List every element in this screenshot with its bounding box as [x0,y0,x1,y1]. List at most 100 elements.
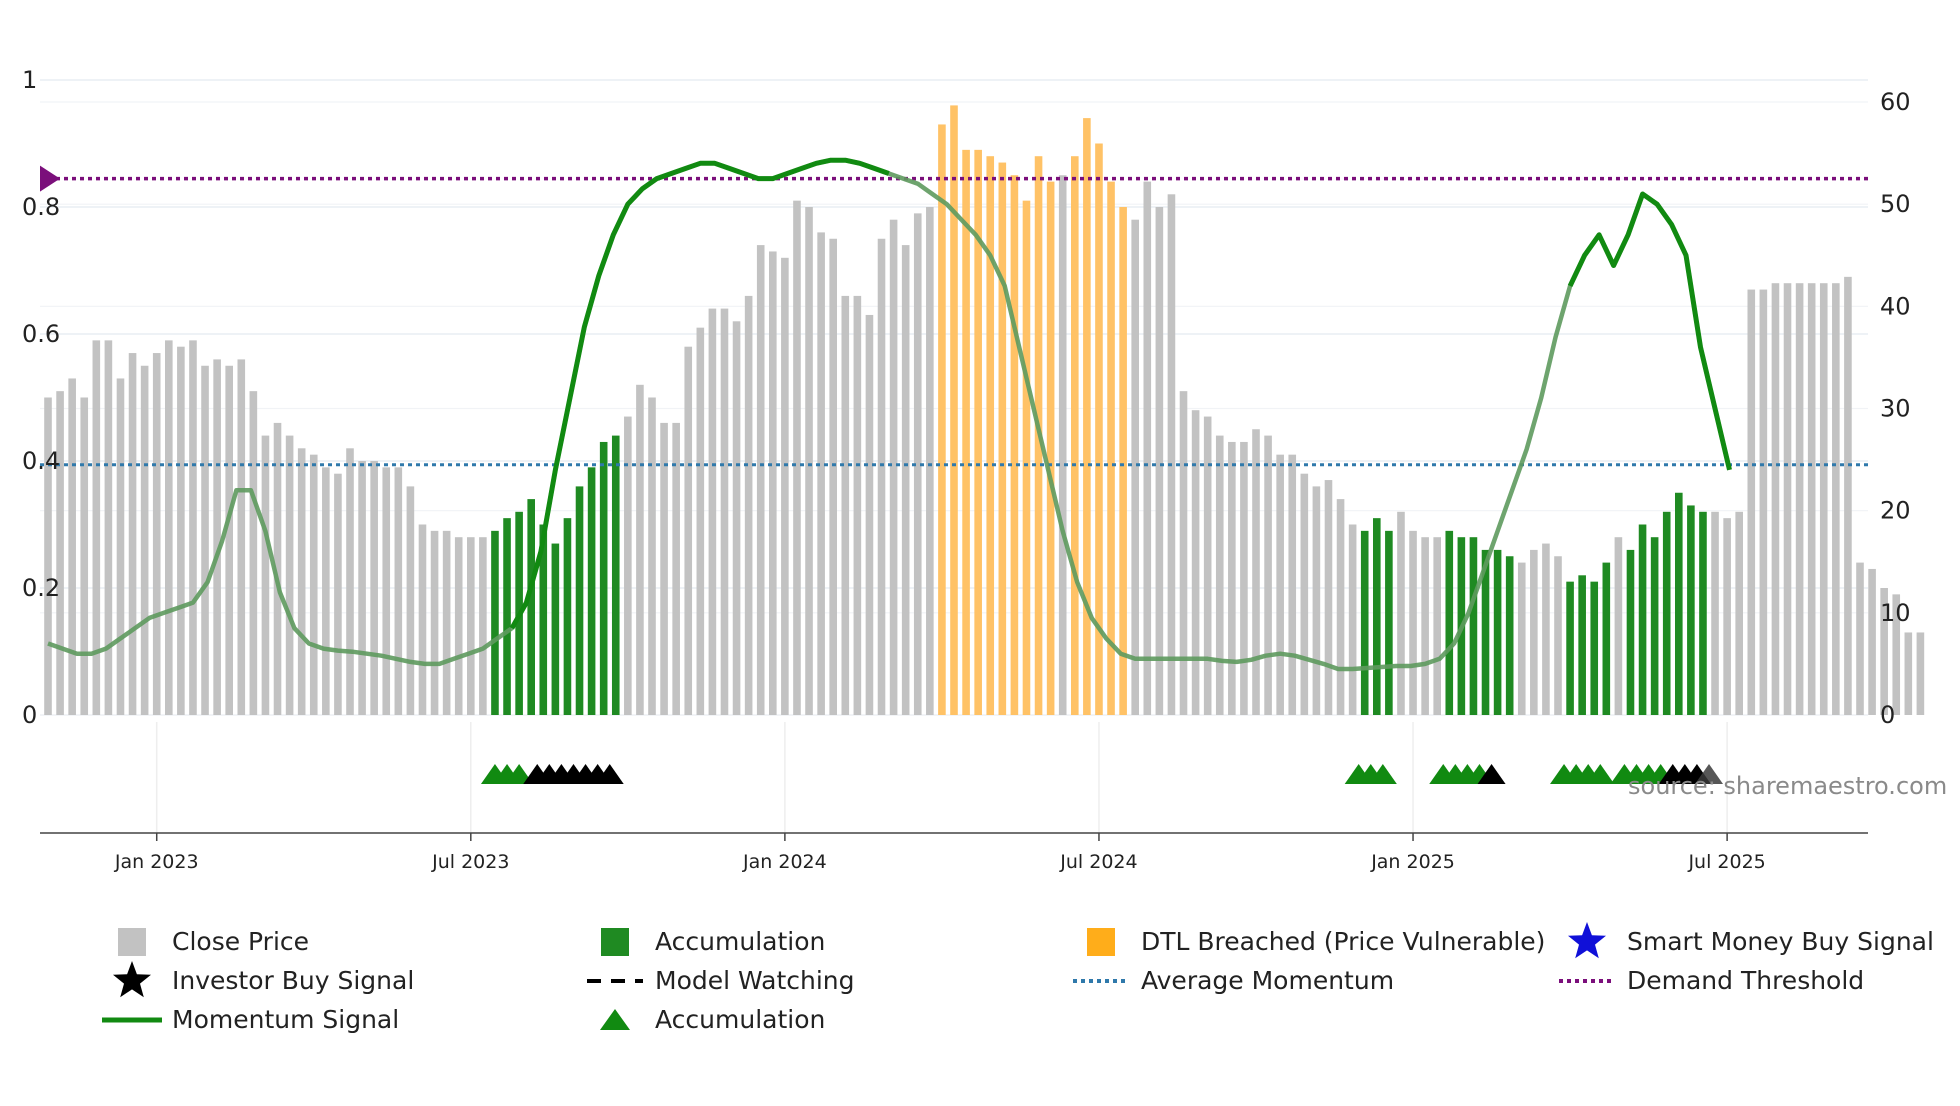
left-tick-label: 0 [22,701,37,729]
close-price-bar [744,295,753,715]
accumulation-bar [563,518,572,715]
close-price-bar [1711,511,1719,715]
accumulation-bar [1493,549,1502,715]
close-price-bar [140,365,149,715]
close-price-bar [1795,283,1804,715]
dtl-breached-bar [974,149,982,716]
close-price-bar [1131,219,1139,715]
x-tick-label: Jul 2025 [1687,851,1765,873]
accumulation-bar [527,499,535,715]
demand-threshold-marker [40,165,60,192]
accumulation-bar [1566,581,1574,715]
legend-label: Momentum Signal [172,1005,399,1034]
accumulation-bar [1699,511,1707,715]
accumulation-bar [1675,492,1683,715]
right-tick-label: 20 [1880,497,1911,525]
close-price-bar [1880,588,1888,715]
left-tick-label: 0.6 [22,320,60,348]
close-price-bar [1819,283,1828,715]
close-price-bar [1759,289,1768,715]
dtl-breached-bar [1046,181,1055,716]
accumulation-bar [1602,562,1611,715]
accumulation-bar [587,467,596,715]
left-tick-label: 0.4 [22,447,60,475]
accumulation-bar [1481,549,1490,715]
close-price-bar [660,422,668,715]
accumulation-bar [1469,537,1478,715]
right-tick-label: 30 [1880,395,1911,423]
close-price-bar [1747,289,1756,715]
legend-label: Accumulation [655,927,825,956]
legend-symbol-close-price [118,928,146,956]
accumulation-bar [1662,511,1671,715]
close-price-bar [1348,524,1357,715]
close-price-bar [624,416,632,715]
accumulation-bar [599,441,608,715]
close-price-bar [394,467,403,715]
accumulation-bar [1650,537,1659,715]
accumulation-bar [1373,518,1381,715]
close-price-bar [442,530,451,715]
dtl-breached-bar [950,105,958,715]
accumulation-bar [539,524,548,715]
close-price-bar [1143,181,1152,716]
close-price-bar [865,314,874,715]
dtl-breached-bar [998,162,1007,716]
close-price-bar [1856,562,1864,715]
close-price-bar [1807,283,1816,715]
close-price-bar [334,473,342,715]
x-tick-label: Jul 2024 [1059,851,1137,873]
investor-buy-marker [1477,764,1506,784]
accumulation-bar [1626,549,1635,715]
close-price-bar [1203,416,1212,715]
close-price-bar [1614,537,1623,715]
close-price-bar [201,365,209,715]
close-price-bar [889,219,898,715]
close-price-bar [769,251,777,715]
close-price-bar [213,359,221,715]
right-tick-label: 0 [1880,701,1895,729]
close-price-bar [309,454,318,715]
close-price-bar [467,537,475,715]
dtl-breached-bar [1119,207,1127,715]
x-tick-label: Jul 2023 [431,851,509,873]
accumulation-bar [1638,524,1647,715]
close-price-bar [479,537,487,715]
price-bars [44,105,1925,716]
legend-label: Smart Money Buy Signal [1627,927,1934,956]
close-price-bar [56,391,64,715]
close-price-bar [1397,511,1405,715]
close-price-bar [80,397,89,715]
close-price-bar [406,486,415,715]
accumulation-bar [551,543,560,715]
close-price-bar [1336,499,1345,715]
close-price-bar [1264,435,1272,715]
left-tick-label: 0.8 [22,193,60,221]
dtl-breached-bar [1010,175,1019,715]
close-price-bar [104,340,113,715]
dtl-breached-bar [1071,156,1079,715]
close-price-bar [68,378,76,715]
close-price-bar [1904,632,1913,715]
close-price-bar [1228,441,1236,715]
close-price-bar [672,422,680,715]
close-price-bar [781,257,789,715]
close-price-bar [926,207,934,715]
close-price-bar [684,346,693,715]
left-tick-label: 0.2 [22,574,60,602]
close-price-bar [44,397,52,715]
close-price-bar [237,359,246,715]
close-price-bar [370,461,378,715]
accumulation-bar [491,530,499,715]
momentum-lines [47,157,1732,672]
close-price-bar [648,397,656,715]
dtl-breached-bar [986,156,995,715]
legend: Close Price Accumulation DTL Breached (Pri… [102,922,1934,1034]
close-price-bar [382,467,391,715]
close-price-bar [853,295,862,715]
close-price-bar [261,435,270,715]
accumulation-bar [611,435,620,715]
right-tick-label: 50 [1880,190,1911,218]
